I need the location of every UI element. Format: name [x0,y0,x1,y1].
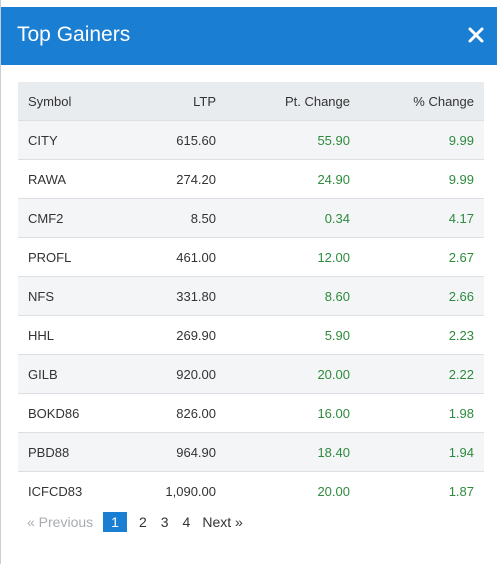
cell-pt-change: 20.00 [226,354,360,394]
cell-symbol[interactable]: CITY [18,120,128,160]
cell-pt-change: 8.60 [226,276,360,316]
cell-pct-change: 2.66 [360,276,484,316]
cell-symbol[interactable]: RAWA [18,159,128,199]
table-row[interactable]: BOKD86 826.00 16.00 1.98 [18,393,484,433]
gainers-table-wrapper: Symbol LTP Pt. Change % Change CITY 615.6… [18,82,484,510]
table-row[interactable]: RAWA 274.20 24.90 9.99 [18,159,484,199]
cell-ltp: 1,090.00 [128,471,226,510]
gainers-table: Symbol LTP Pt. Change % Change CITY 615.6… [18,82,484,510]
cell-symbol[interactable]: BOKD86 [18,393,128,433]
column-header-pt-change[interactable]: Pt. Change [284,93,350,109]
cell-symbol[interactable]: GILB [18,354,128,394]
cell-pt-change: 55.90 [226,120,360,160]
cell-pct-change: 9.99 [360,159,484,199]
previous-page-button[interactable]: « Previous [27,514,94,530]
cell-pct-change: 2.22 [360,354,484,394]
table-header: Symbol LTP Pt. Change % Change [18,82,484,121]
table-row[interactable]: PROFL 461.00 12.00 2.67 [18,237,484,277]
next-page-button[interactable]: Next » [202,514,243,530]
page-1-button[interactable]: 1 [103,512,127,532]
cell-pct-change: 2.23 [360,315,484,355]
cell-pt-change: 18.40 [226,432,360,472]
cell-ltp: 8.50 [128,198,226,238]
column-header-ltp[interactable]: LTP [193,93,216,109]
table-row[interactable]: ICFCD83 1,090.00 20.00 1.87 [18,471,484,510]
cell-symbol[interactable]: NFS [18,276,128,316]
cell-ltp: 964.90 [128,432,226,472]
table-row[interactable]: NFS 331.80 8.60 2.66 [18,276,484,316]
table-body: CITY 615.60 55.90 9.99 RAWA 274.20 24.90 9.99 CM… [18,120,484,510]
cell-ltp: 920.00 [128,354,226,394]
cell-pct-change: 1.98 [360,393,484,433]
table-row[interactable]: HHL 269.90 5.90 2.23 [18,315,484,355]
modal-header: Top Gainers [1,7,497,65]
cell-ltp: 274.20 [128,159,226,199]
cell-symbol[interactable]: PROFL [18,237,128,277]
page-3-button[interactable]: 3 [160,514,169,530]
table-row[interactable]: PBD88 964.90 18.40 1.94 [18,432,484,472]
cell-pct-change: 1.87 [360,471,484,510]
cell-pct-change: 1.94 [360,432,484,472]
cell-ltp: 615.60 [128,120,226,160]
cell-symbol[interactable]: ICFCD83 [18,471,128,510]
cell-symbol[interactable]: HHL [18,315,128,355]
cell-pct-change: 2.67 [360,237,484,277]
close-icon[interactable] [465,24,487,46]
pagination: « Previous 1 2 3 4 Next » [27,511,253,533]
cell-pt-change: 5.90 [226,315,360,355]
table-row[interactable]: CMF2 8.50 0.34 4.17 [18,198,484,238]
cell-pt-change: 16.00 [226,393,360,433]
cell-pt-change: 12.00 [226,237,360,277]
cell-pct-change: 9.99 [360,120,484,160]
cell-pct-change: 4.17 [360,198,484,238]
cell-pt-change: 0.34 [226,198,360,238]
column-header-symbol[interactable]: Symbol [28,93,72,109]
table-row[interactable]: CITY 615.60 55.90 9.99 [18,120,484,160]
cell-symbol[interactable]: CMF2 [18,198,128,238]
modal-title: Top Gainers [17,23,131,46]
cell-ltp: 461.00 [128,237,226,277]
page-4-button[interactable]: 4 [182,514,191,530]
cell-ltp: 269.90 [128,315,226,355]
cell-ltp: 826.00 [128,393,226,433]
page-2-button[interactable]: 2 [138,514,147,530]
table-row[interactable]: GILB 920.00 20.00 2.22 [18,354,484,394]
cell-pt-change: 20.00 [226,471,360,510]
cell-ltp: 331.80 [128,276,226,316]
cell-pt-change: 24.90 [226,159,360,199]
cell-symbol[interactable]: PBD88 [18,432,128,472]
column-header-pct-change[interactable]: % Change [413,93,474,109]
